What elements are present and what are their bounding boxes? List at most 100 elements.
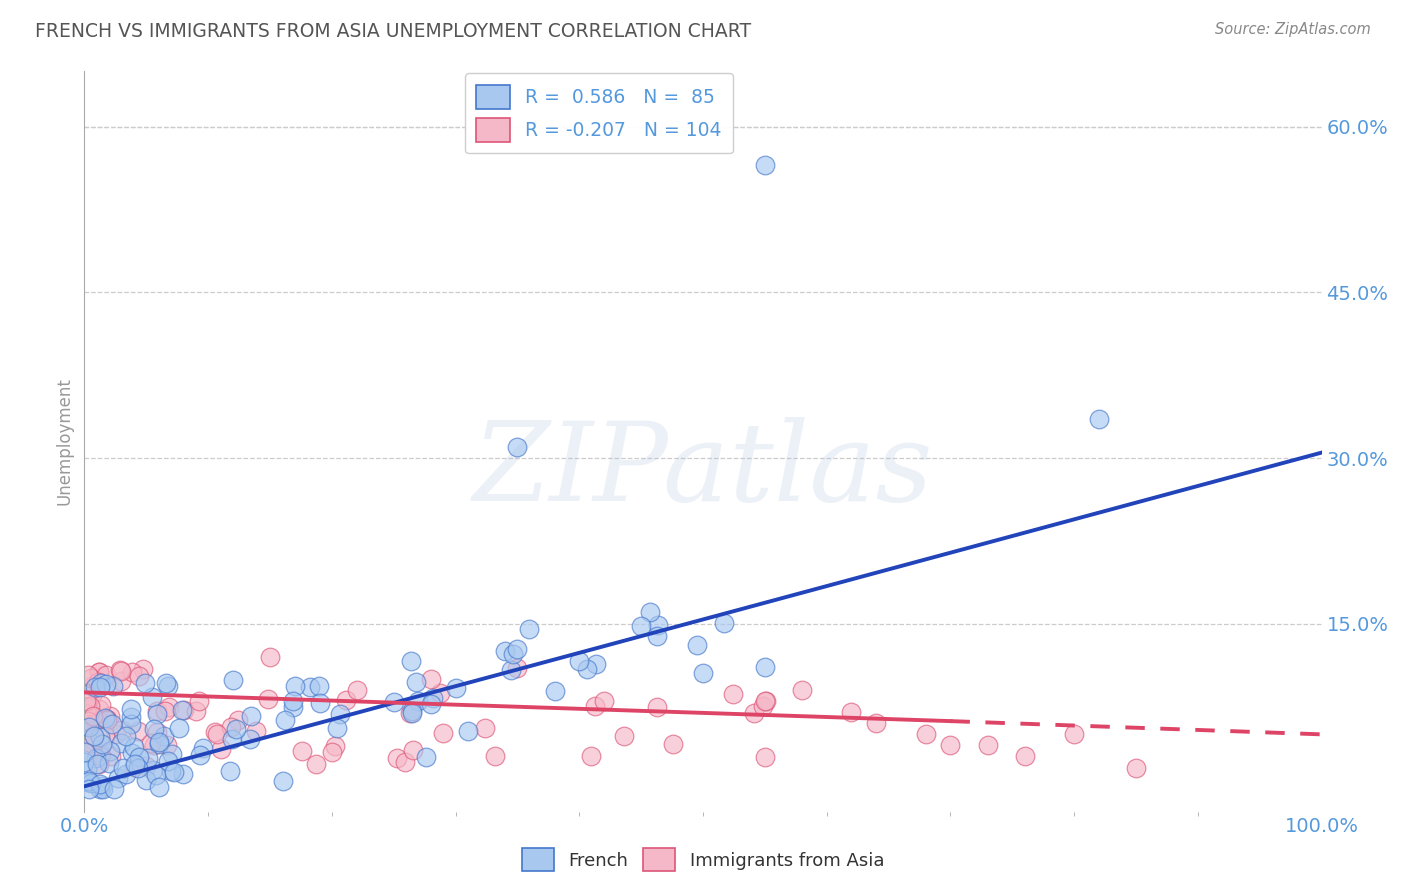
Point bbox=[291, 744, 314, 758]
Point bbox=[153, 729, 176, 743]
Point bbox=[638, 605, 661, 619]
Point bbox=[754, 694, 776, 708]
Point bbox=[148, 735, 170, 749]
Point bbox=[579, 748, 602, 763]
Point bbox=[128, 669, 150, 683]
Y-axis label: Unemployment: Unemployment bbox=[55, 377, 73, 506]
Point bbox=[155, 676, 177, 690]
Point bbox=[752, 699, 775, 714]
Point bbox=[82, 728, 104, 742]
Point bbox=[84, 751, 107, 765]
Point bbox=[662, 737, 685, 751]
Point bbox=[90, 737, 112, 751]
Point bbox=[98, 709, 121, 723]
Point bbox=[1088, 412, 1111, 426]
Point bbox=[221, 732, 243, 747]
Point bbox=[97, 756, 120, 771]
Point bbox=[82, 733, 104, 747]
Point bbox=[94, 667, 117, 681]
Point bbox=[219, 720, 242, 734]
Point bbox=[89, 748, 111, 763]
Point bbox=[75, 694, 97, 708]
Point bbox=[107, 772, 129, 786]
Point bbox=[103, 781, 125, 796]
Point bbox=[226, 713, 249, 727]
Point bbox=[645, 700, 668, 714]
Point bbox=[790, 683, 813, 698]
Point bbox=[274, 713, 297, 727]
Point bbox=[321, 746, 343, 760]
Point bbox=[89, 777, 111, 791]
Point bbox=[308, 679, 330, 693]
Point bbox=[80, 689, 103, 703]
Point bbox=[218, 764, 240, 778]
Point bbox=[110, 674, 132, 689]
Point bbox=[335, 693, 357, 707]
Point bbox=[77, 702, 100, 716]
Point bbox=[415, 749, 437, 764]
Point bbox=[432, 725, 454, 739]
Point bbox=[89, 680, 111, 694]
Point bbox=[90, 747, 112, 762]
Point bbox=[115, 766, 138, 780]
Point bbox=[914, 727, 936, 741]
Point bbox=[188, 747, 211, 762]
Point bbox=[593, 694, 616, 708]
Point bbox=[120, 710, 142, 724]
Point bbox=[245, 723, 267, 738]
Point bbox=[323, 739, 346, 753]
Text: ZIPatlas: ZIPatlas bbox=[472, 417, 934, 524]
Point bbox=[160, 764, 183, 779]
Point bbox=[167, 721, 190, 735]
Point bbox=[576, 661, 599, 675]
Point bbox=[142, 722, 165, 736]
Point bbox=[87, 702, 110, 716]
Point bbox=[419, 672, 441, 686]
Point bbox=[76, 707, 98, 722]
Legend: R =  0.586   N =  85, R = -0.207   N = 104: R = 0.586 N = 85, R = -0.207 N = 104 bbox=[465, 73, 733, 153]
Point bbox=[145, 706, 167, 721]
Point bbox=[939, 739, 962, 753]
Point bbox=[309, 696, 332, 710]
Point bbox=[222, 673, 245, 687]
Point bbox=[239, 731, 262, 746]
Point bbox=[273, 774, 295, 789]
Point bbox=[77, 714, 100, 728]
Point bbox=[122, 740, 145, 755]
Point bbox=[484, 748, 506, 763]
Legend: French, Immigrants from Asia: French, Immigrants from Asia bbox=[515, 841, 891, 879]
Point bbox=[257, 692, 280, 706]
Point bbox=[135, 759, 157, 773]
Point bbox=[204, 725, 226, 739]
Point bbox=[585, 657, 607, 672]
Point bbox=[76, 668, 98, 682]
Point bbox=[87, 665, 110, 679]
Point bbox=[155, 704, 177, 718]
Point bbox=[502, 647, 524, 661]
Point bbox=[87, 674, 110, 689]
Point bbox=[170, 703, 193, 717]
Point bbox=[568, 654, 591, 668]
Point bbox=[94, 711, 117, 725]
Point bbox=[742, 706, 765, 720]
Point bbox=[385, 751, 408, 765]
Point bbox=[186, 704, 208, 718]
Point bbox=[82, 708, 104, 723]
Point bbox=[73, 755, 96, 769]
Point bbox=[205, 727, 228, 741]
Point bbox=[240, 709, 263, 723]
Point bbox=[110, 664, 132, 678]
Point bbox=[76, 746, 98, 760]
Text: FRENCH VS IMMIGRANTS FROM ASIA UNEMPLOYMENT CORRELATION CHART: FRENCH VS IMMIGRANTS FROM ASIA UNEMPLOYM… bbox=[35, 22, 751, 41]
Point bbox=[474, 721, 496, 735]
Point bbox=[173, 702, 195, 716]
Point bbox=[124, 757, 146, 772]
Point bbox=[110, 736, 132, 750]
Point bbox=[419, 697, 441, 711]
Point bbox=[506, 661, 529, 675]
Point bbox=[444, 681, 467, 696]
Point bbox=[401, 706, 423, 720]
Point bbox=[281, 693, 304, 707]
Point bbox=[713, 616, 735, 631]
Point bbox=[82, 712, 104, 726]
